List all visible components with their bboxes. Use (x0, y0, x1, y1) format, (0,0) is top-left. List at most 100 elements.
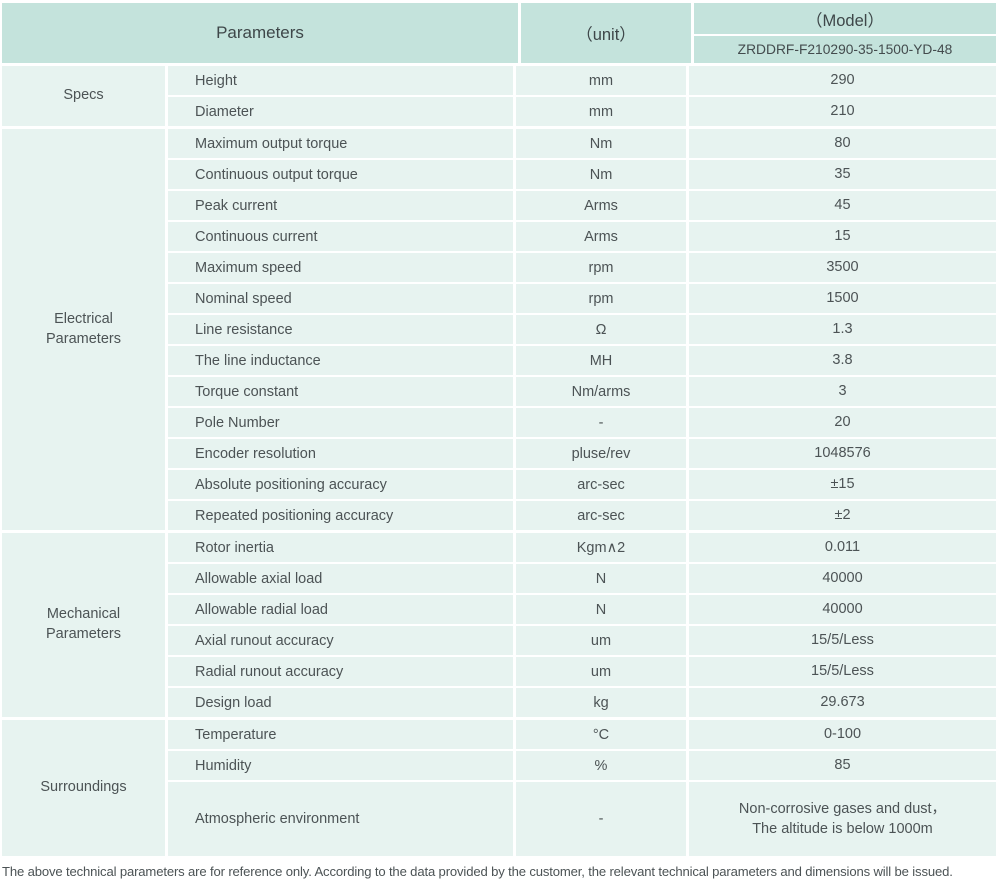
param-cell: Continuous output torque (168, 160, 513, 189)
value-cell: 3 (689, 377, 996, 406)
value-cell: 15 (689, 222, 996, 251)
unit-header: （unit） (521, 3, 691, 63)
param-cell: Temperature (168, 720, 513, 749)
model-number: ZRDDRF-F210290-35-1500-YD-48 (694, 36, 996, 63)
param-cell: Axial runout accuracy (168, 626, 513, 655)
section-mechanical-parameters: Mechanical Parameters Rotor inertia Kgm∧… (2, 533, 996, 717)
param-cell: Pole Number (168, 408, 513, 437)
unit-cell: mm (516, 66, 686, 95)
value-cell: 20 (689, 408, 996, 437)
param-cell: Allowable axial load (168, 564, 513, 593)
value-cell: 3500 (689, 253, 996, 282)
section-label-electrical: Electrical Parameters (2, 129, 165, 530)
value-cell: ±15 (689, 470, 996, 499)
table-row: Repeated positioning accuracy arc-sec ±2 (168, 501, 996, 530)
param-cell: Maximum speed (168, 253, 513, 282)
spec-table: Parameters （unit） （Model） ZRDDRF-F210290… (2, 3, 996, 856)
table-row: Height mm 290 (168, 66, 996, 95)
section-label-mechanical: Mechanical Parameters (2, 533, 165, 717)
table-row: Torque constant Nm/arms 3 (168, 377, 996, 406)
unit-cell: arc-sec (516, 501, 686, 530)
value-cell: 15/5/Less (689, 657, 996, 686)
value-cell: 80 (689, 129, 996, 158)
section-rows: Temperature °C 0-100 Humidity % 85 Atmos… (168, 720, 996, 856)
value-cell: 29.673 (689, 688, 996, 717)
unit-cell: rpm (516, 284, 686, 313)
table-row: Axial runout accuracy um 15/5/Less (168, 626, 996, 655)
unit-cell: Ω (516, 315, 686, 344)
param-cell: Line resistance (168, 315, 513, 344)
table-row: Diameter mm 210 (168, 97, 996, 126)
table-row: Peak current Arms 45 (168, 191, 996, 220)
table-row: Absolute positioning accuracy arc-sec ±1… (168, 470, 996, 499)
unit-cell: - (516, 408, 686, 437)
param-cell: Rotor inertia (168, 533, 513, 562)
param-cell: Height (168, 66, 513, 95)
value-cell: 1048576 (689, 439, 996, 468)
value-cell: 35 (689, 160, 996, 189)
table-row: Encoder resolution pluse/rev 1048576 (168, 439, 996, 468)
param-cell: Continuous current (168, 222, 513, 251)
value-cell: 1500 (689, 284, 996, 313)
value-cell: 0-100 (689, 720, 996, 749)
table-row: Maximum output torque Nm 80 (168, 129, 996, 158)
section-surroundings: Surroundings Temperature °C 0-100 Humidi… (2, 720, 996, 856)
param-cell: Encoder resolution (168, 439, 513, 468)
model-header: （Model） ZRDDRF-F210290-35-1500-YD-48 (694, 3, 996, 63)
table-row: Allowable radial load N 40000 (168, 595, 996, 624)
param-cell: The line inductance (168, 346, 513, 375)
value-cell: 40000 (689, 564, 996, 593)
table-row: Rotor inertia Kgm∧2 0.011 (168, 533, 996, 562)
unit-cell: um (516, 626, 686, 655)
value-cell: 45 (689, 191, 996, 220)
unit-cell: Nm/arms (516, 377, 686, 406)
unit-cell: N (516, 564, 686, 593)
section-label-surroundings: Surroundings (2, 720, 165, 856)
param-cell: Allowable radial load (168, 595, 513, 624)
section-rows: Height mm 290 Diameter mm 210 (168, 66, 996, 126)
param-cell: Maximum output torque (168, 129, 513, 158)
table-row: Continuous output torque Nm 35 (168, 160, 996, 189)
table-row: Nominal speed rpm 1500 (168, 284, 996, 313)
unit-cell: Arms (516, 191, 686, 220)
unit-cell: Nm (516, 129, 686, 158)
table-row: Design load kg 29.673 (168, 688, 996, 717)
unit-cell: - (516, 782, 686, 856)
parameters-header: Parameters (2, 3, 518, 63)
section-specs: Specs Height mm 290 Diameter mm 210 (2, 66, 996, 126)
param-cell: Diameter (168, 97, 513, 126)
value-cell: 40000 (689, 595, 996, 624)
unit-cell: Nm (516, 160, 686, 189)
param-cell: Radial runout accuracy (168, 657, 513, 686)
unit-cell: rpm (516, 253, 686, 282)
unit-cell: % (516, 751, 686, 780)
value-cell: ±2 (689, 501, 996, 530)
table-row: Allowable axial load N 40000 (168, 564, 996, 593)
section-label-specs: Specs (2, 66, 165, 126)
table-row: Line resistance Ω 1.3 (168, 315, 996, 344)
param-cell: Peak current (168, 191, 513, 220)
unit-cell: arc-sec (516, 470, 686, 499)
value-cell: 0.011 (689, 533, 996, 562)
param-cell: Design load (168, 688, 513, 717)
section-electrical-parameters: Electrical Parameters Maximum output tor… (2, 129, 996, 530)
unit-cell: MH (516, 346, 686, 375)
param-cell: Absolute positioning accuracy (168, 470, 513, 499)
value-cell: 15/5/Less (689, 626, 996, 655)
unit-cell: Arms (516, 222, 686, 251)
param-cell: Atmospheric environment (168, 782, 513, 856)
value-cell: 85 (689, 751, 996, 780)
unit-cell: °C (516, 720, 686, 749)
unit-cell: um (516, 657, 686, 686)
value-cell: 210 (689, 97, 996, 126)
table-row: Humidity % 85 (168, 751, 996, 780)
section-rows: Maximum output torque Nm 80 Continuous o… (168, 129, 996, 530)
table-row: Maximum speed rpm 3500 (168, 253, 996, 282)
unit-cell: Kgm∧2 (516, 533, 686, 562)
table-row: Temperature °C 0-100 (168, 720, 996, 749)
value-cell: 290 (689, 66, 996, 95)
param-cell: Repeated positioning accuracy (168, 501, 513, 530)
unit-cell: mm (516, 97, 686, 126)
section-rows: Rotor inertia Kgm∧2 0.011 Allowable axia… (168, 533, 996, 717)
